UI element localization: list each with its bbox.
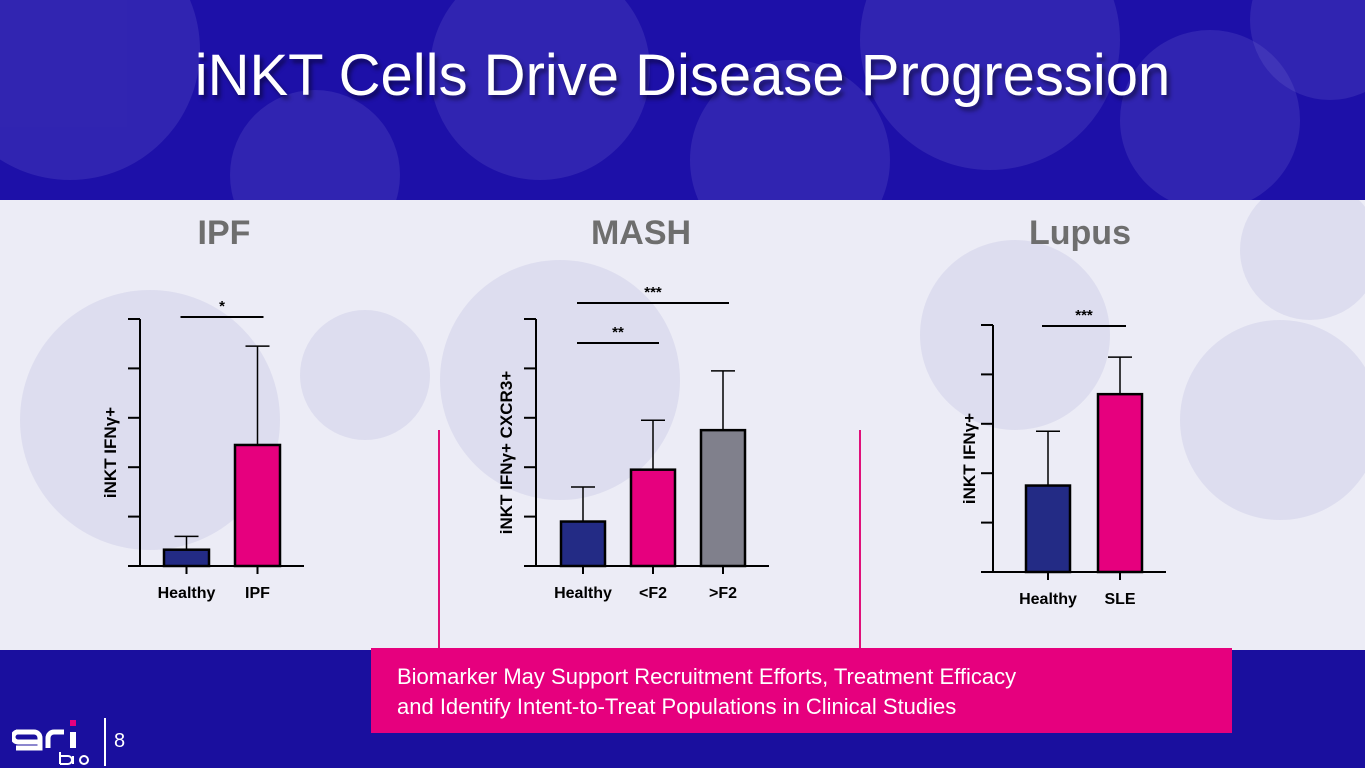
title-band xyxy=(0,0,1365,200)
background-bubble xyxy=(1180,320,1365,520)
background-bubble xyxy=(440,260,680,500)
callout-line-2: and Identify Intent-to-Treat Populations… xyxy=(397,694,957,719)
x-tick-label: Healthy xyxy=(554,585,612,602)
y-axis-label: iNKT IFNγ+ xyxy=(960,413,979,504)
background-bubble xyxy=(300,310,430,440)
divider-line xyxy=(859,430,861,648)
bar-sle xyxy=(1096,392,1144,574)
bar-f2 xyxy=(629,468,677,568)
significance-label: ** xyxy=(612,324,624,341)
background-bubble xyxy=(1120,30,1300,200)
x-tick-label: >F2 xyxy=(709,585,737,602)
mash-panel-title: MASH xyxy=(590,214,692,252)
x-tick-label: Healthy xyxy=(158,585,216,602)
callout-line-1: Biomarker May Support Recruitment Effort… xyxy=(397,664,1017,689)
x-tick-label: IPF xyxy=(245,585,270,602)
bar-healthy xyxy=(1024,484,1072,574)
gri-bio-logo xyxy=(12,720,89,765)
bar-f2 xyxy=(699,428,747,568)
background-bubble xyxy=(920,240,1110,430)
ipf-panel-title: IPF xyxy=(197,214,251,252)
x-tick-label: Healthy xyxy=(1019,591,1077,608)
biomarker-callout: Biomarker May Support Recruitment Effort… xyxy=(371,648,1232,733)
bar-healthy xyxy=(162,548,211,568)
significance-label: * xyxy=(219,298,225,315)
significance-label: *** xyxy=(644,284,662,301)
logo-separator xyxy=(104,718,106,766)
bar-ipf xyxy=(233,443,282,568)
y-axis-label: iNKT IFNγ+ xyxy=(101,407,120,498)
divider-line xyxy=(438,430,440,648)
y-axis-label: iNKT IFNγ+ CXCR3+ xyxy=(497,371,516,534)
page-number: 8 xyxy=(114,730,126,752)
background-bubble xyxy=(1240,200,1365,320)
page-title: iNKT Cells Drive Disease Progression xyxy=(194,43,1171,108)
bar-healthy xyxy=(559,520,607,568)
significance-label: *** xyxy=(1075,307,1093,324)
x-tick-label: SLE xyxy=(1104,591,1135,608)
x-tick-label: <F2 xyxy=(639,585,667,602)
lupus-panel-title: Lupus xyxy=(1029,214,1131,252)
background-bubble xyxy=(430,0,650,180)
